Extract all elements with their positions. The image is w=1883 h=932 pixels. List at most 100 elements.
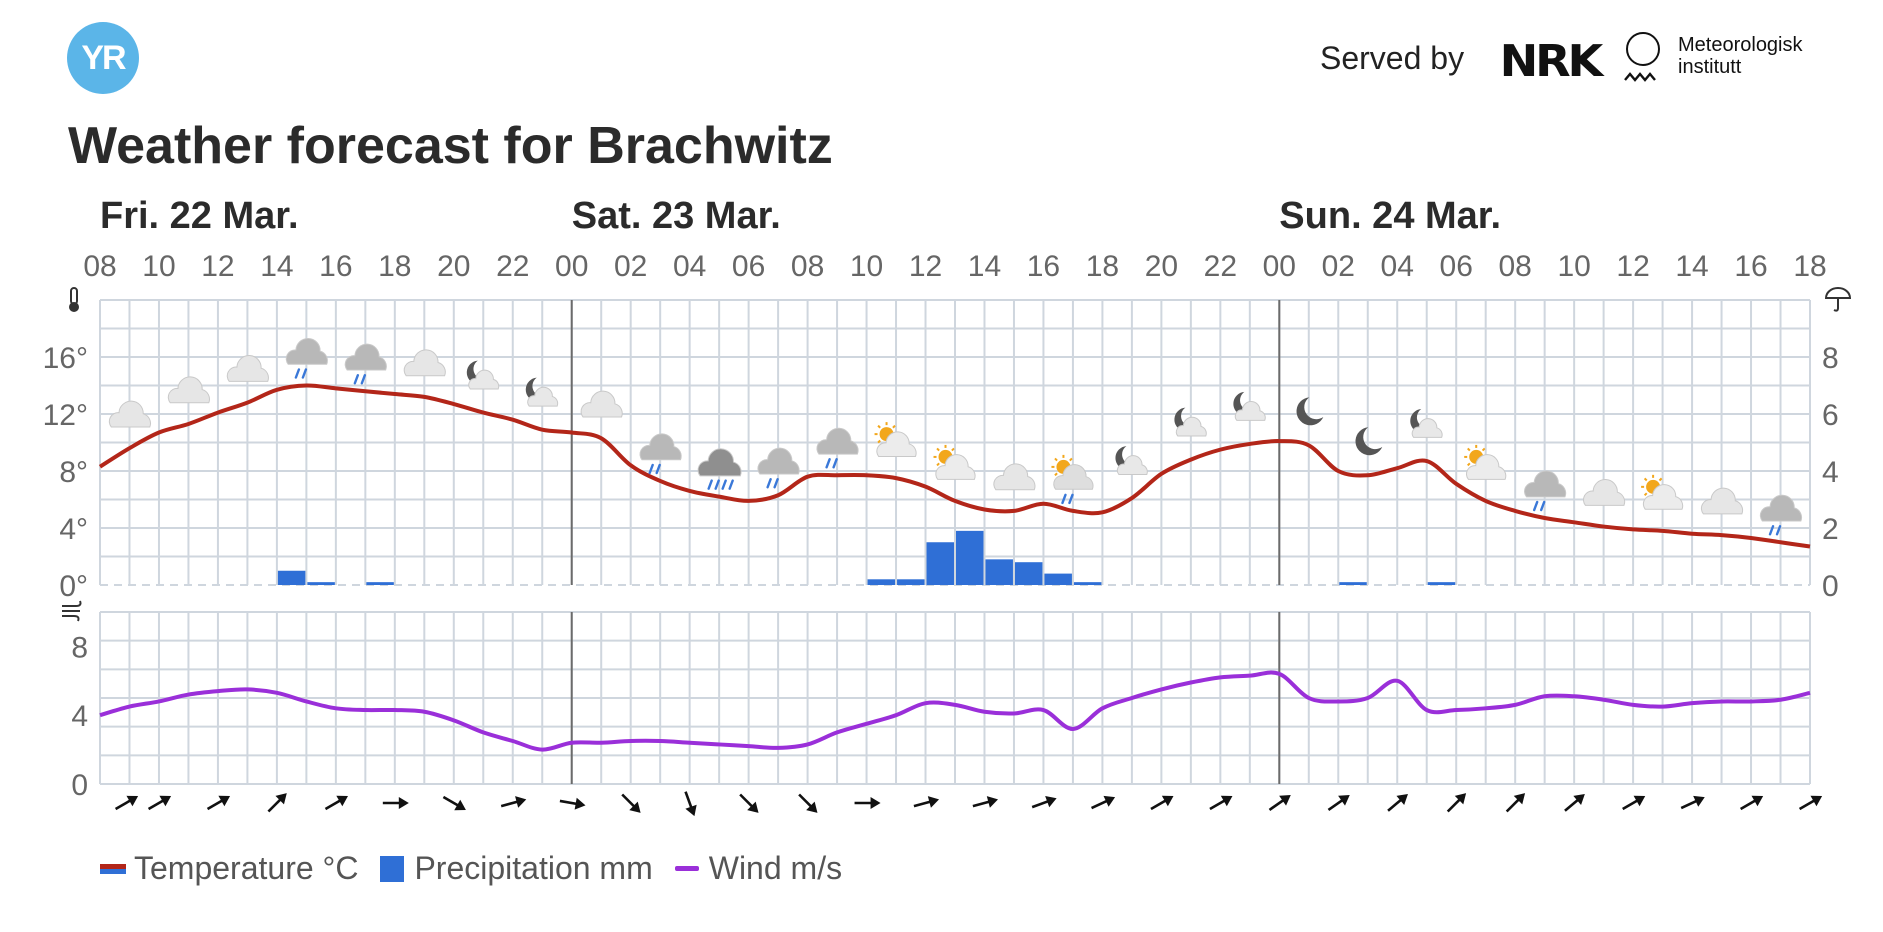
cloudy-icon <box>1583 479 1626 506</box>
wind-arrow-head <box>1454 793 1467 805</box>
partly-cloudy-night-icon <box>1410 409 1443 438</box>
wind-arrow-head <box>1633 795 1646 807</box>
sun-ray <box>936 447 940 452</box>
wind-arrow-head <box>870 797 881 809</box>
x-tick-label: 18 <box>378 250 411 283</box>
rain-drop <box>1532 500 1539 512</box>
wind-arrow-icon <box>972 796 999 808</box>
cloud-shape <box>757 447 800 475</box>
wind-arrow-icon <box>621 793 641 813</box>
wind-arrow-icon <box>1031 795 1057 809</box>
wind-arrow-head <box>1045 795 1057 808</box>
legend-wind: Wind m/s <box>674 850 842 887</box>
precipitation-bar <box>366 582 394 585</box>
x-tick-label: 12 <box>1616 250 1649 283</box>
x-tick-label: 12 <box>201 250 234 283</box>
x-tick-label: 08 <box>1498 250 1531 283</box>
cloud-shape <box>1175 416 1207 437</box>
rain-drop <box>728 479 734 490</box>
cloud-shape <box>285 337 328 365</box>
temperature-tick-label: 16° <box>43 342 88 375</box>
x-tick-label: 22 <box>496 250 529 283</box>
rain-drop <box>714 479 720 490</box>
cloudy-icon <box>993 463 1036 491</box>
sun-ray <box>1054 457 1058 462</box>
wind-tick-label: 4 <box>71 700 88 733</box>
wind-arrow-icon <box>1622 795 1646 811</box>
rain-drop <box>1775 525 1782 536</box>
x-tick-label: 14 <box>1675 250 1708 283</box>
wind-arrow-icon <box>913 796 940 808</box>
x-tick-label: 16 <box>1734 250 1767 283</box>
wind-arrow-head <box>126 795 139 807</box>
partly-cloudy-night-icon <box>1115 446 1148 475</box>
sun-ray <box>1643 492 1648 497</box>
rain-icon <box>285 337 328 379</box>
wind-arrow-icon <box>1150 795 1174 811</box>
x-tick-label: 18 <box>1086 250 1119 283</box>
precipitation-tick-label: 4 <box>1822 456 1839 489</box>
thermometer-icon-tube <box>70 287 78 305</box>
yr-logo[interactable]: YR <box>67 22 139 94</box>
wind-arrow-icon <box>382 797 409 809</box>
temperature-tick-label: 0° <box>59 570 88 603</box>
cloud-shape <box>1053 464 1094 490</box>
sun-ray <box>1054 472 1058 477</box>
rain-icon <box>1759 494 1802 536</box>
x-tick-label: 14 <box>968 250 1001 283</box>
x-tick-label: 10 <box>1557 250 1590 283</box>
cloudy-icon <box>226 355 269 382</box>
cloud-shape <box>935 454 976 480</box>
wind-tick-label: 0 <box>71 769 88 802</box>
wind-arrow-head <box>1279 794 1291 806</box>
wind-arrow-head <box>629 801 641 813</box>
precipitation-bar <box>926 542 954 585</box>
nrk-logo[interactable]: NRK <box>1499 36 1604 87</box>
cloud-shape <box>993 463 1036 491</box>
wind-tick-label: 8 <box>71 631 88 664</box>
wind-arrow-head <box>574 797 586 810</box>
sun-ray <box>877 439 881 444</box>
wind-arrow-head <box>275 793 287 805</box>
wind-arrow-icon <box>1739 795 1764 811</box>
met-logo[interactable]: Meteorologisk institutt <box>1678 34 1803 78</box>
wind-arrow-icon <box>559 797 586 810</box>
wind-icon-strokes <box>62 600 82 622</box>
wind-arrow-head <box>1751 795 1764 807</box>
precipitation-bar <box>956 530 984 585</box>
cloud-shape <box>816 427 859 455</box>
cloud-shape <box>1234 401 1266 421</box>
wind-arrow-icon <box>267 793 287 813</box>
wind-grid <box>99 611 1811 785</box>
cloud-shape <box>876 431 917 458</box>
moon-shape <box>1296 397 1324 426</box>
day-label: Sun. 24 Mar. <box>1279 195 1501 237</box>
x-tick-label: 08 <box>791 250 824 283</box>
legend-precipitation-label: Precipitation mm <box>414 850 653 886</box>
temperature-tick-label: 12° <box>43 399 88 432</box>
temperature-swatch <box>100 863 126 874</box>
cloud-shape <box>1759 494 1802 522</box>
precipitation-bar <box>897 579 925 585</box>
precipitation-bar <box>1339 582 1367 585</box>
met-logo-circle-icon <box>1626 32 1660 66</box>
partly-cloudy-night-icon <box>525 377 559 407</box>
wind-line <box>99 670 1811 752</box>
x-tick-label: 00 <box>555 250 588 283</box>
precipitation-tick-label: 2 <box>1822 513 1839 546</box>
wind-arrow-head <box>986 796 999 808</box>
rain-sun-icon <box>1051 454 1094 505</box>
rain-icon <box>757 447 800 489</box>
sun-ray <box>1069 457 1073 462</box>
wind-arrow-icon <box>147 795 172 811</box>
wind-arrow-head <box>398 797 409 809</box>
precipitation-tick-label: 6 <box>1822 399 1839 432</box>
wind-arrow-icon <box>798 793 818 813</box>
x-tick-label: 16 <box>1027 250 1060 283</box>
wind-arrow-head <box>1810 795 1823 807</box>
precipitation-bar <box>867 579 896 585</box>
x-tick-label: 00 <box>1263 250 1296 283</box>
rain-icon <box>816 427 859 469</box>
